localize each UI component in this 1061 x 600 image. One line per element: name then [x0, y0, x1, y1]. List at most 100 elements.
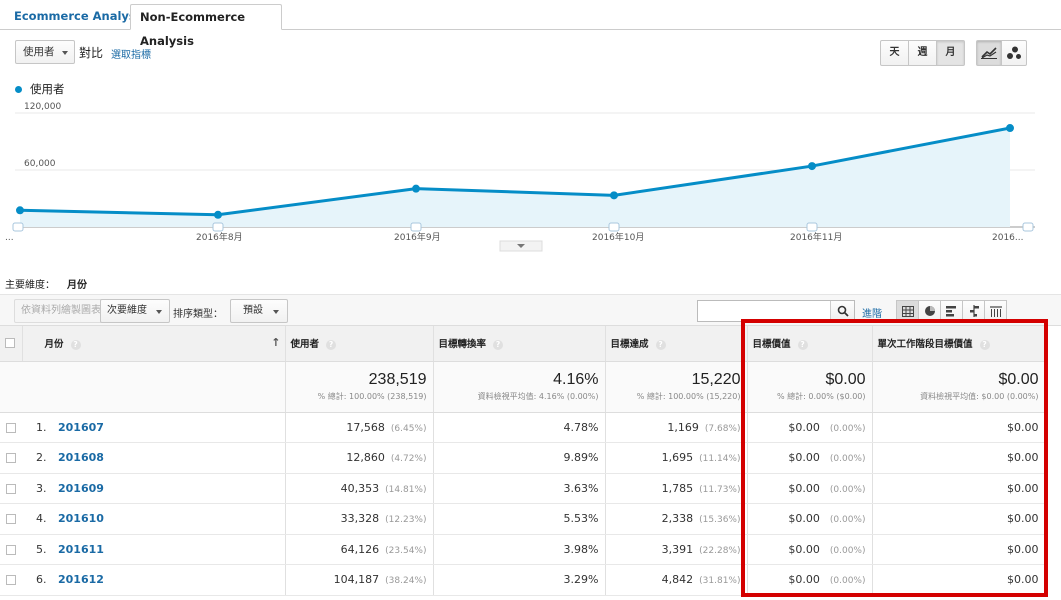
chart-type-toggle: [976, 40, 1027, 66]
completions-value: 3,391: [661, 542, 694, 556]
column-header-goal-conversion-rate[interactable]: 目標轉換率?: [433, 326, 606, 362]
row-checkbox[interactable]: [6, 422, 16, 433]
motion-chart-icon: [1007, 46, 1021, 59]
column-header-goal-completions[interactable]: 目標達成?: [605, 326, 748, 362]
goal-value-cell: $0.00 (0.00%): [747, 503, 873, 535]
annotation-marker-icon[interactable]: [12, 222, 24, 232]
period-day-button[interactable]: 天: [880, 40, 909, 66]
column-header-goal-value[interactable]: 目標價值?: [747, 326, 873, 362]
goal-value: $0.00: [788, 542, 820, 556]
chart-x-tick-label: ...: [5, 233, 14, 243]
select-metric-link[interactable]: 選取指標: [111, 50, 151, 61]
help-icon[interactable]: ?: [655, 339, 666, 350]
chart-data-point[interactable]: [16, 206, 24, 215]
completions-value: 4,842: [661, 573, 694, 587]
select-all-checkbox[interactable]: [5, 338, 15, 349]
completions-cell: 1,785 (11.73%): [605, 473, 748, 504]
sort-type-dropdown[interactable]: 預設: [230, 299, 288, 323]
row-checkbox[interactable]: [6, 575, 16, 586]
conversion-rate-value: 3.98%: [563, 542, 599, 556]
row-index: 2.: [36, 451, 47, 465]
users-value: 64,126: [340, 542, 380, 556]
tab-ecommerce-analysis[interactable]: Ecommerce Analysis: [14, 9, 147, 23]
help-icon[interactable]: ?: [979, 339, 990, 350]
motion-chart-button[interactable]: [1001, 40, 1027, 66]
goal-value: $0.00: [788, 573, 820, 587]
period-week-button[interactable]: 週: [908, 40, 937, 66]
column-header-month[interactable]: 月份? ↑: [22, 326, 286, 362]
conversion-rate-cell: 3.98%: [433, 534, 606, 565]
users-cell: 12,860 (4.72%): [285, 442, 434, 474]
month-link[interactable]: 201612: [58, 573, 104, 587]
chart-data-point[interactable]: [1006, 124, 1014, 133]
month-link[interactable]: 201610: [58, 512, 104, 526]
primary-dimension-value[interactable]: 月份: [67, 280, 87, 291]
chart-y-tick-label: 120,000: [24, 102, 61, 112]
table-row: 2. 201608 12,860 (4.72%) 9.89% 1,695 (11.14…: [0, 442, 1046, 474]
column-header-per-session-goal-value[interactable]: 單次工作階段目標價值?: [872, 326, 1046, 362]
plot-rows-button[interactable]: 依資料列繪製圖表: [14, 299, 108, 323]
chart-data-point[interactable]: [808, 162, 816, 171]
completions-percent: (22.28%): [699, 545, 741, 556]
goal-value-percent: (0.00%): [829, 423, 866, 434]
completions-value: 1,695: [661, 451, 694, 465]
row-select-cell: [0, 534, 22, 565]
sort-ascending-icon[interactable]: ↑: [271, 336, 281, 350]
help-icon[interactable]: ?: [493, 339, 504, 350]
goal-value: $0.00: [788, 420, 820, 434]
completions-percent: (7.68%): [704, 423, 741, 434]
row-index: 5.: [36, 542, 47, 556]
period-month-button[interactable]: 月: [936, 40, 965, 66]
tab-non-ecommerce-analysis[interactable]: Non-Ecommerce Analysis: [130, 4, 282, 48]
advanced-filter-link[interactable]: 進階: [862, 309, 882, 320]
line-chart-button[interactable]: [976, 40, 1002, 66]
row-checkbox[interactable]: [6, 514, 16, 525]
row-index: 6.: [36, 573, 47, 587]
row-select-cell: [0, 473, 22, 504]
row-checkbox[interactable]: [6, 544, 16, 555]
row-checkbox[interactable]: [6, 453, 16, 464]
table-toolbar: 依資料列繪製圖表 次要維度 排序類型： 預設 進階: [0, 294, 1061, 326]
users-cell: 17,568 (6.45%): [285, 412, 434, 443]
help-icon[interactable]: ?: [326, 339, 337, 350]
chart-collapse-handle[interactable]: [499, 240, 543, 252]
search-button[interactable]: [830, 301, 854, 321]
help-icon[interactable]: ?: [70, 339, 81, 350]
goal-value: $0.00: [788, 451, 820, 465]
metric-dropdown[interactable]: 使用者: [15, 40, 75, 64]
users-percent: (23.54%): [385, 545, 427, 556]
annotation-marker-icon[interactable]: [1022, 222, 1034, 232]
row-checkbox[interactable]: [6, 483, 16, 494]
month-link[interactable]: 201609: [58, 481, 104, 495]
completions-cell: 1,169 (7.68%): [605, 412, 748, 443]
metric-dropdown-value: 使用者: [23, 46, 55, 58]
chart-data-point[interactable]: [214, 210, 222, 219]
chart-data-point[interactable]: [610, 191, 618, 200]
annotation-marker-icon[interactable]: [212, 222, 224, 232]
annotation-marker-icon[interactable]: [608, 222, 620, 232]
users-cell: 33,328 (12.23%): [285, 503, 434, 535]
month-link[interactable]: 201608: [58, 451, 104, 465]
month-link[interactable]: 201611: [58, 542, 104, 556]
chart-x-tick-label: 2016年10月: [592, 231, 644, 243]
conversion-rate-cell: 4.78%: [433, 412, 606, 443]
table-row: 5. 201611 64,126 (23.54%) 3.98% 3,391 (22.2…: [0, 534, 1046, 565]
month-cell: 4. 201610: [22, 503, 286, 535]
month-link[interactable]: 201607: [58, 420, 104, 434]
secondary-dimension-dropdown[interactable]: 次要維度: [100, 299, 170, 323]
chevron-down-icon: [273, 310, 279, 314]
users-percent: (4.72%): [390, 454, 427, 465]
search-input[interactable]: [698, 301, 828, 321]
column-header-users[interactable]: 使用者?: [285, 326, 434, 362]
completions-percent: (31.81%): [699, 576, 741, 587]
annotation-marker-icon[interactable]: [806, 222, 818, 232]
chart-x-tick-label: 2016年9月: [394, 231, 441, 243]
per-session-value-cell: $0.00: [872, 412, 1046, 443]
totals-row: 238,519% 總計: 100.00% (238,519) 4.16% 資料檢視…: [0, 361, 1046, 413]
primary-dimension: 主要維度： 月份: [5, 276, 87, 291]
chart-data-point[interactable]: [412, 184, 420, 193]
completions-value: 1,785: [661, 481, 694, 495]
completions-percent: (15.36%): [699, 515, 741, 526]
help-icon[interactable]: ?: [797, 339, 808, 350]
annotation-marker-icon[interactable]: [410, 222, 422, 232]
